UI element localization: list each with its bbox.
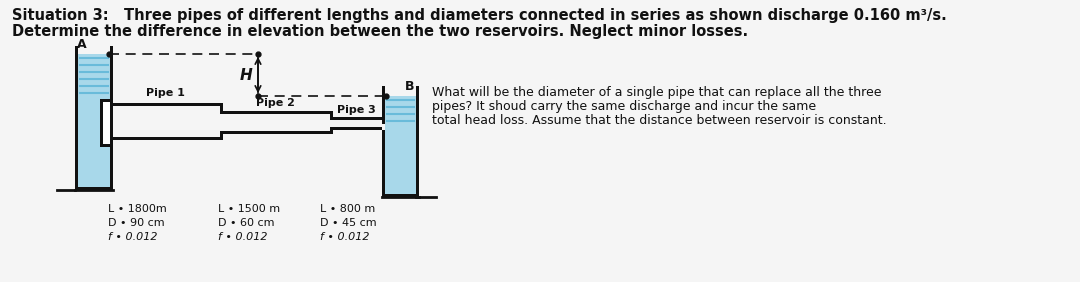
Bar — [110, 103, 220, 106]
Text: B: B — [405, 80, 414, 93]
Text: f • 0.012: f • 0.012 — [108, 232, 158, 242]
Text: L • 1500 m: L • 1500 m — [218, 204, 280, 214]
Bar — [75, 46, 78, 190]
Text: pipes? It shoud carry the same discharge and incur the same: pipes? It shoud carry the same discharge… — [432, 100, 816, 113]
Bar — [330, 111, 333, 120]
Text: Situation 3:   Three pipes of different lengths and diameters connected in serie: Situation 3: Three pipes of different le… — [12, 8, 947, 23]
Bar — [330, 130, 333, 134]
Bar — [384, 96, 416, 194]
Bar — [382, 194, 419, 197]
Bar — [382, 86, 384, 120]
Bar — [382, 106, 384, 124]
Bar — [103, 102, 110, 144]
Bar — [416, 86, 419, 197]
Text: What will be the diameter of a single pipe that can replace all the three: What will be the diameter of a single pi… — [432, 86, 881, 99]
Text: D • 60 cm: D • 60 cm — [218, 218, 274, 228]
Text: L • 800 m: L • 800 m — [320, 204, 375, 214]
Bar — [220, 131, 330, 134]
Bar — [330, 127, 382, 130]
Text: Pipe 2: Pipe 2 — [256, 98, 295, 108]
Bar — [110, 140, 113, 190]
Text: D • 45 cm: D • 45 cm — [320, 218, 377, 228]
Bar — [220, 103, 222, 114]
Text: total head loss. Assume that the distance between reservoir is constant.: total head loss. Assume that the distanc… — [432, 114, 887, 127]
Bar — [110, 137, 220, 140]
Text: Pipe 3: Pipe 3 — [337, 105, 376, 115]
Bar — [220, 111, 330, 114]
Bar — [100, 99, 113, 147]
Bar — [382, 130, 384, 197]
Text: Pipe 1: Pipe 1 — [146, 88, 185, 98]
Bar — [75, 187, 113, 190]
Text: f • 0.012: f • 0.012 — [320, 232, 369, 242]
Bar — [110, 46, 113, 106]
Text: H: H — [240, 67, 253, 83]
Bar — [78, 54, 110, 187]
Bar — [220, 134, 222, 140]
Text: D • 90 cm: D • 90 cm — [108, 218, 164, 228]
Text: f • 0.012: f • 0.012 — [218, 232, 268, 242]
Text: L • 1800m: L • 1800m — [108, 204, 166, 214]
Bar — [330, 117, 382, 120]
Text: Determine the difference in elevation between the two reservoirs. Neglect minor : Determine the difference in elevation be… — [12, 24, 748, 39]
Text: A: A — [77, 38, 86, 51]
